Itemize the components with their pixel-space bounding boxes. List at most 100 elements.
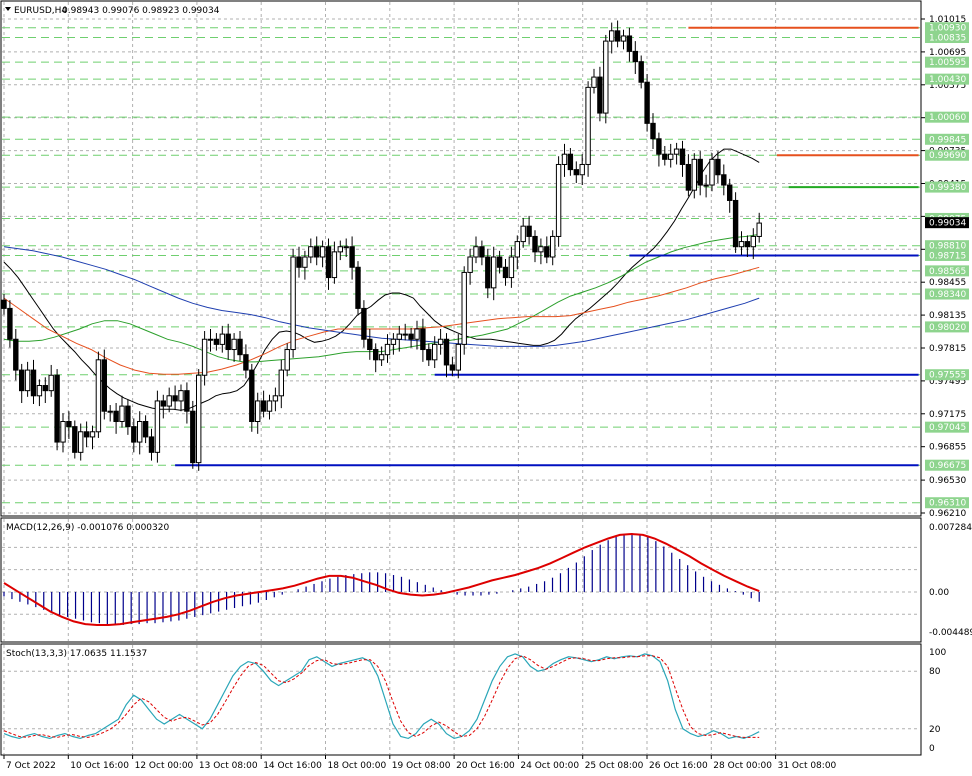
macd-signal-line — [3, 532, 760, 626]
price-axis: 1.010151.006951.003751.000550.997350.994… — [921, 15, 969, 519]
time-label: 10 Oct 16:00 — [70, 761, 129, 771]
candle-body — [13, 338, 19, 371]
price-tick-label: 1.00695 — [929, 48, 966, 58]
time-label: 20 Oct 16:00 — [456, 761, 515, 771]
support-resistance-lines[interactable] — [175, 26, 919, 467]
price-pane[interactable]: 1.010151.006951.003751.000550.997350.994… — [0, 0, 969, 519]
candle-body — [302, 256, 308, 268]
candle-body — [555, 163, 562, 237]
candle-body — [337, 246, 344, 253]
candle-body — [697, 158, 703, 186]
time-label: 13 Oct 08:00 — [199, 761, 258, 771]
price-tick-label: 0.97815 — [929, 344, 966, 354]
candle-body — [573, 169, 579, 176]
candle-body — [520, 225, 526, 243]
candle-body — [249, 369, 255, 422]
stoch-title: Stoch(13,3,3) 17.0635 11.1537 — [6, 649, 147, 659]
candle-body — [349, 246, 355, 268]
candle-body — [508, 256, 515, 279]
price-tick-label: 0.96530 — [929, 476, 966, 486]
chart-header: EURUSD,H4 0.98943 0.99076 0.98923 0.9903… — [5, 6, 220, 16]
stoch-tick-label: 0 — [929, 744, 935, 754]
level-tag-label: 1.00930 — [929, 24, 966, 34]
level-tag — [925, 249, 969, 261]
level-tag-label: 0.99845 — [929, 135, 966, 145]
level-tag — [925, 288, 969, 300]
candle-body — [461, 271, 467, 345]
level-tag — [925, 369, 969, 381]
price-pane-frame — [0, 0, 922, 517]
time-label: 31 Oct 08:00 — [778, 761, 837, 771]
candle-body — [455, 343, 462, 371]
candle-body — [638, 61, 644, 83]
ohlc-values: 0.98943 0.99076 0.98923 0.99034 — [62, 6, 220, 16]
candle-body — [48, 374, 54, 392]
candle-body — [95, 359, 102, 433]
candle-body — [137, 420, 143, 443]
candle-body — [361, 307, 367, 340]
candle-body — [36, 385, 43, 397]
candle-body — [750, 235, 756, 248]
candle-body — [414, 328, 420, 340]
candle-body — [272, 395, 279, 402]
candle-body — [308, 246, 314, 258]
level-tag-label: 0.98810 — [929, 242, 966, 252]
candle-body — [579, 163, 585, 176]
candle-body — [207, 338, 214, 341]
candle-body — [502, 266, 509, 279]
candle-body — [390, 338, 397, 345]
candle-body — [561, 153, 568, 165]
candle-body — [319, 246, 326, 258]
level-tag-label: 0.96310 — [929, 499, 966, 509]
candle-body — [172, 395, 178, 402]
level-tag-label: 1.00060 — [929, 113, 966, 123]
level-tag — [925, 133, 969, 145]
candle-body — [125, 405, 131, 428]
candle-body — [367, 338, 373, 351]
candle-body — [449, 364, 456, 371]
level-tag-label: 0.98020 — [929, 323, 966, 333]
candle-body — [160, 400, 167, 407]
level-tag-label: 0.97555 — [929, 371, 966, 381]
dropdown-triangle-icon[interactable] — [5, 7, 11, 11]
stoch-pane-frame — [0, 643, 922, 756]
time-label: 25 Oct 08:00 — [585, 761, 644, 771]
candle-body — [715, 158, 721, 176]
candle-body — [231, 338, 237, 351]
price-tick-label: 0.97175 — [929, 410, 966, 420]
level-tag — [925, 73, 969, 85]
candle-body — [420, 328, 426, 351]
level-tag-label: 1.00835 — [929, 34, 966, 44]
candle-body — [732, 199, 739, 248]
macd-signal — [3, 532, 760, 626]
candle-body — [60, 420, 66, 443]
candle-body — [83, 431, 90, 438]
candle-body — [101, 359, 107, 412]
macd-pane[interactable]: 0.007284 0.00 -0.004489 MACD(12,26,9) -0.0… — [0, 517, 972, 643]
candle-body — [491, 256, 497, 289]
candle-body — [278, 369, 285, 397]
candle-body — [237, 338, 243, 356]
candle-body — [567, 153, 574, 171]
candle-body — [632, 50, 638, 63]
candle-body — [42, 385, 48, 392]
level-tag-label: 1.00430 — [929, 75, 966, 85]
candle-body — [148, 436, 155, 453]
candle-body — [544, 246, 550, 258]
candle-body — [290, 256, 296, 351]
current-price-label: 0.99034 — [929, 219, 966, 229]
candle-body — [266, 400, 273, 412]
candle-body — [7, 307, 13, 340]
stoch-axis: 100 80 20 0 — [929, 648, 946, 754]
candle-body — [473, 246, 479, 258]
candle-body — [514, 241, 520, 258]
candle-body — [19, 369, 25, 392]
candle-body — [355, 266, 361, 309]
candle-body — [538, 246, 544, 253]
candle-body — [1, 299, 7, 309]
candle-body — [378, 354, 385, 361]
stoch-pane[interactable]: 100 80 20 0 Stoch(13,3,3) 17.0635 11.1537 — [0, 643, 946, 756]
price-tick-label: 1.01015 — [929, 15, 966, 25]
candlesticks — [1, 20, 762, 471]
